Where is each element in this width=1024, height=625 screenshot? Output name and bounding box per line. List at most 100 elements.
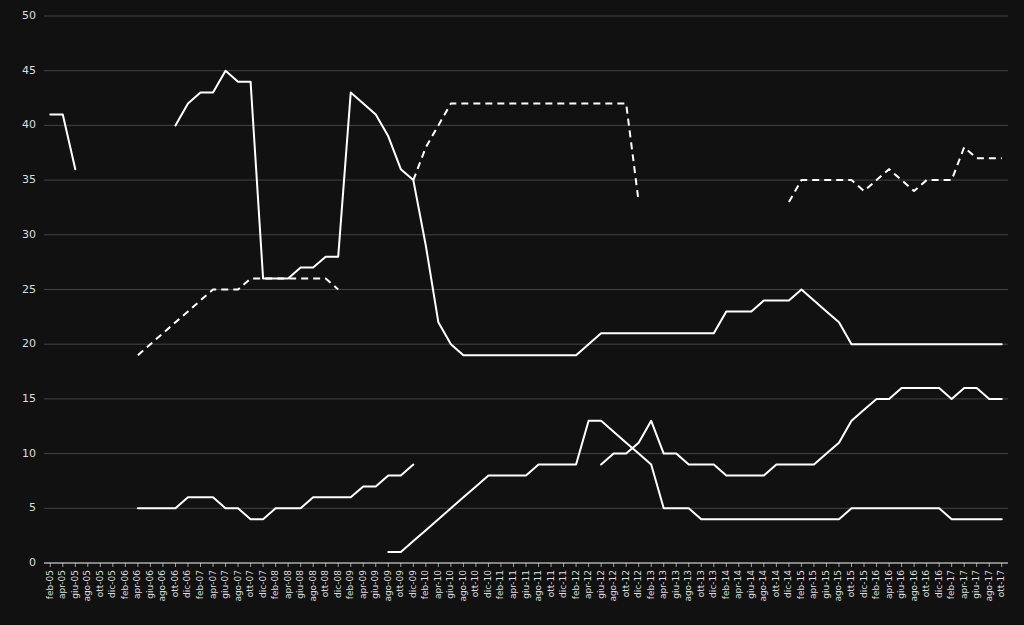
- x-tick: [375, 563, 376, 567]
- x-tick-label: giu-06: [145, 570, 155, 599]
- x-tick: [400, 563, 401, 567]
- x-tick-label: feb-08: [270, 570, 280, 599]
- x-tick: [926, 563, 927, 567]
- x-tick-label: feb-11: [495, 570, 505, 599]
- x-tick: [651, 563, 652, 567]
- x-tick: [964, 563, 965, 567]
- x-tick: [826, 563, 827, 567]
- x-tick-label: dic-08: [333, 570, 343, 598]
- x-tick: [388, 563, 389, 567]
- x-tick: [350, 563, 351, 567]
- x-tick: [275, 563, 276, 567]
- x-tick: [563, 563, 564, 567]
- y-tick-label: 15: [22, 392, 36, 405]
- x-tick: [538, 563, 539, 567]
- x-tick: [162, 563, 163, 567]
- x-tick-label: ago-17: [984, 570, 994, 602]
- x-tick: [601, 563, 602, 567]
- series-line: [138, 465, 413, 520]
- x-tick-label: ago-15: [833, 570, 843, 602]
- x-tick-label: apr-13: [658, 570, 668, 599]
- x-tick-label: ott-11: [546, 570, 556, 597]
- y-tick-label: 0: [29, 556, 36, 569]
- x-tick: [288, 563, 289, 567]
- x-tick-label: apr-08: [283, 570, 293, 599]
- grid-line: [44, 289, 1008, 290]
- x-tick: [300, 563, 301, 567]
- x-tick-label: dic-06: [182, 570, 192, 598]
- y-axis: 05101520253035404550: [22, 9, 36, 569]
- x-tick: [450, 563, 451, 567]
- x-tick-label: apr-12: [583, 570, 593, 599]
- x-tick: [788, 563, 789, 567]
- x-tick-label: feb-15: [796, 570, 806, 599]
- x-tick-label: feb-14: [721, 570, 731, 599]
- x-tick-label: ott-07: [245, 570, 255, 597]
- x-tick: [864, 563, 865, 567]
- y-tick-label: 35: [22, 173, 36, 186]
- x-tick: [813, 563, 814, 567]
- y-tick-label: 25: [22, 283, 36, 296]
- grid-line: [44, 125, 1008, 126]
- x-tick: [889, 563, 890, 567]
- x-tick: [738, 563, 739, 567]
- x-tick-label: giu-07: [220, 570, 230, 599]
- x-tick-label: ago-07: [233, 570, 243, 602]
- x-tick-label: ago-09: [383, 570, 393, 602]
- x-tick-label: ott-13: [696, 570, 706, 597]
- x-tick: [551, 563, 552, 567]
- x-tick: [137, 563, 138, 567]
- x-tick-label: feb-10: [420, 570, 430, 599]
- x-tick: [838, 563, 839, 567]
- series-line: [413, 104, 1001, 202]
- x-tick: [238, 563, 239, 567]
- x-tick: [1001, 563, 1002, 567]
- series-line: [50, 71, 1001, 355]
- x-axis: feb-05apr-05giu-05ago-05ott-05dic-05feb-…: [44, 563, 1008, 602]
- grid-line: [44, 234, 1008, 235]
- x-tick: [75, 563, 76, 567]
- x-tick: [638, 563, 639, 567]
- x-tick: [438, 563, 439, 567]
- x-tick: [263, 563, 264, 567]
- x-tick: [526, 563, 527, 567]
- x-tick-label: feb-17: [946, 570, 956, 599]
- x-tick-label: dic-14: [783, 570, 793, 598]
- x-tick-label: dic-07: [258, 570, 268, 598]
- x-tick-label: apr-06: [132, 570, 142, 599]
- y-grid: [44, 16, 1008, 563]
- x-tick-label: ago-06: [157, 570, 167, 602]
- x-tick-label: ago-16: [909, 570, 919, 602]
- chart: 05101520253035404550feb-05apr-05giu-05ag…: [0, 0, 1024, 625]
- grid-line: [44, 70, 1008, 71]
- x-tick-label: feb-16: [871, 570, 881, 599]
- grid-line: [44, 453, 1008, 454]
- x-tick: [613, 563, 614, 567]
- x-tick: [976, 563, 977, 567]
- x-tick: [150, 563, 151, 567]
- x-tick-label: giu-15: [821, 570, 831, 599]
- x-tick-label: ott-15: [846, 570, 856, 597]
- x-tick-label: apr-07: [208, 570, 218, 599]
- x-tick-label: dic-12: [633, 570, 643, 598]
- x-tick-label: ago-05: [82, 570, 92, 602]
- y-tick-label: 30: [22, 228, 36, 241]
- x-tick: [588, 563, 589, 567]
- x-tick-label: feb-09: [345, 570, 355, 599]
- x-tick: [125, 563, 126, 567]
- x-tick-label: ago-13: [683, 570, 693, 602]
- x-tick-label: ott-08: [320, 570, 330, 598]
- x-tick: [663, 563, 664, 567]
- x-tick: [726, 563, 727, 567]
- x-tick-label: giu-17: [971, 570, 981, 599]
- y-tick-label: 20: [22, 337, 36, 350]
- y-tick-label: 40: [22, 118, 36, 131]
- x-tick: [626, 563, 627, 567]
- x-tick: [175, 563, 176, 567]
- x-tick: [989, 563, 990, 567]
- series-line: [601, 388, 1002, 476]
- x-tick-label: feb-05: [45, 570, 55, 599]
- x-tick-label: apr-09: [358, 570, 368, 599]
- x-tick-label: ago-10: [458, 570, 468, 602]
- x-tick-label: dic-09: [408, 570, 418, 598]
